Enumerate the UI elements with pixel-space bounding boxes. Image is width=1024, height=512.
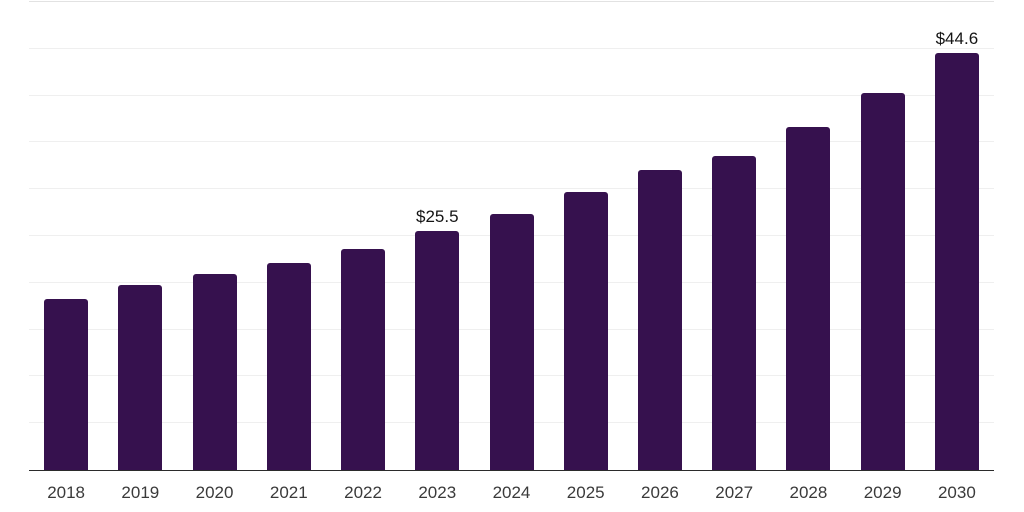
x-axis-label-2028: 2028 [789, 483, 828, 502]
x-axis-labels: 2018 2019 2020 2021 2022 2023 2024 2025 2026 2027… [29, 483, 994, 505]
gridline-45 [29, 47, 994, 49]
bar-2025 [563, 192, 608, 470]
gridline-50 [29, 1, 994, 2]
bar-2022 [341, 249, 386, 470]
bar-2029 [860, 92, 905, 470]
bar-2026 [637, 170, 682, 470]
x-axis-label-2026: 2026 [641, 483, 679, 502]
gridline-35 [29, 141, 994, 143]
gridline-30 [29, 188, 994, 190]
x-axis-label-2020: 2020 [195, 483, 234, 502]
bar-2024 [489, 213, 534, 470]
x-axis-label-2024: 2024 [492, 483, 531, 502]
x-axis-label-2019: 2019 [121, 483, 160, 502]
bar-2027 [712, 155, 757, 470]
bar-2020 [192, 274, 237, 470]
x-axis-label-2018: 2018 [47, 483, 86, 502]
x-axis-label-2025: 2025 [566, 483, 605, 502]
bar-2030 [934, 52, 979, 470]
bar-value-label-2030: $44.6 [935, 28, 979, 48]
bar-2021 [266, 263, 311, 470]
bar-2019 [118, 284, 163, 470]
x-axis-label-2027: 2027 [715, 483, 754, 502]
bar-2018 [44, 298, 89, 470]
x-axis-label-2029: 2029 [863, 483, 902, 502]
x-axis-label-2023: 2023 [418, 483, 457, 502]
bar-2023 [415, 231, 460, 470]
plot-area: $25.5 $44.6 [29, 1, 994, 471]
bar-2028 [786, 126, 831, 470]
x-axis-label-2021: 2021 [269, 483, 308, 502]
x-axis-label-2022: 2022 [344, 483, 382, 502]
x-axis-label-2030: 2030 [937, 483, 976, 502]
bar-value-label-2023: $25.5 [415, 207, 459, 227]
gridline-40 [29, 94, 994, 96]
